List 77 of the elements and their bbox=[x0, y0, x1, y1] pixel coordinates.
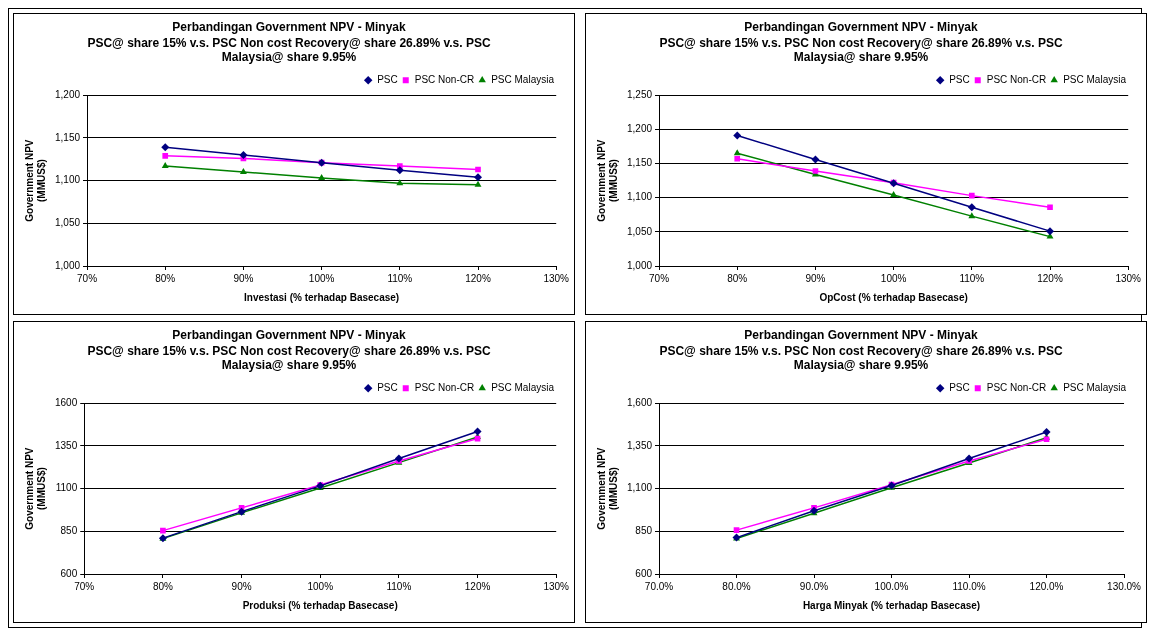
x-tick-label: 100% bbox=[880, 272, 907, 284]
x-tick-label: 120% bbox=[464, 580, 491, 592]
chart-subtitle: PSC@ share 15% v.s. PSC Non cost Recovery@ share 26.89% v.s. PSC Malaysia@ share 9.95% bbox=[659, 35, 1063, 65]
x-tick-label: 80.0% bbox=[722, 580, 751, 592]
chart-subtitle: PSC@ share 15% v.s. PSC Non cost Recovery@ share 26.89% v.s. PSC Malaysia@ share 9.95% bbox=[659, 343, 1063, 373]
y-tick-label: 850 bbox=[60, 525, 78, 537]
y-tick-label: 1,200 bbox=[626, 123, 653, 135]
legend-label: PSC bbox=[377, 73, 398, 85]
y-axis-title: Government NPV (MMUS$) bbox=[23, 139, 47, 222]
x-tick-label: 110% bbox=[386, 580, 412, 592]
y-tick-label: 1,100 bbox=[54, 174, 81, 186]
legend-label: PSC Malaysia bbox=[491, 73, 555, 85]
legend-label: PSC Malaysia bbox=[1063, 73, 1127, 85]
y-tick-label: 1,000 bbox=[54, 259, 81, 271]
x-tick-label: 130% bbox=[543, 580, 570, 592]
y-tick-label: 1,100 bbox=[626, 191, 653, 203]
y-tick-label: 1,150 bbox=[626, 157, 653, 169]
x-tick-label: 120% bbox=[1037, 272, 1063, 284]
y-axis-title: Government NPV (MMUS$) bbox=[595, 139, 619, 222]
x-tick-label: 130% bbox=[1115, 272, 1142, 284]
legend-label: PSC Malaysia bbox=[1063, 381, 1127, 393]
x-tick-label: 100% bbox=[307, 580, 334, 592]
y-tick-label: 1100 bbox=[55, 482, 78, 494]
x-tick-label: 70% bbox=[74, 580, 95, 592]
y-tick-label: 1,000 bbox=[626, 259, 653, 271]
y-tick-label: 1,050 bbox=[626, 225, 653, 237]
legend-label: PSC bbox=[949, 381, 970, 393]
x-tick-label: 110.0% bbox=[952, 580, 986, 592]
legend-label: PSC Non-CR bbox=[414, 73, 475, 85]
y-axis-title: Government NPV (MMUS$) bbox=[23, 447, 47, 530]
x-tick-label: 100% bbox=[308, 272, 335, 284]
y-tick-label: 600 bbox=[635, 567, 653, 579]
y-tick-label: 1,100 bbox=[626, 482, 653, 494]
legend-label: PSC bbox=[377, 381, 398, 393]
x-tick-label: 120.0% bbox=[1029, 580, 1064, 592]
x-tick-label: 130% bbox=[543, 272, 570, 284]
y-tick-label: 1,600 bbox=[626, 396, 653, 408]
legend-label: PSC Non-CR bbox=[414, 381, 475, 393]
x-tick-label: 70% bbox=[77, 272, 98, 284]
y-tick-label: 1600 bbox=[55, 396, 78, 408]
y-tick-label: 1350 bbox=[55, 439, 78, 451]
x-tick-label: 80% bbox=[152, 580, 174, 592]
x-axis-title: Harga Minyak (% terhadap Basecase) bbox=[802, 599, 981, 611]
x-axis-title: Investasi (% terhadap Basecase) bbox=[244, 291, 400, 303]
x-axis-title: OpCost (% terhadap Basecase) bbox=[819, 291, 968, 303]
y-tick-label: 1,350 bbox=[626, 439, 653, 451]
x-tick-label: 100.0% bbox=[874, 580, 909, 592]
y-tick-label: 1,050 bbox=[54, 217, 81, 229]
x-tick-label: 130.0% bbox=[1107, 580, 1142, 592]
chart-subtitle: PSC@ share 15% v.s. PSC Non cost Recovery@ share 26.89% v.s. PSC Malaysia@ share 9.95% bbox=[87, 35, 491, 65]
y-tick-label: 1,250 bbox=[626, 88, 653, 100]
y-tick-label: 1,200 bbox=[54, 88, 81, 100]
legend-label: PSC Non-CR bbox=[986, 73, 1047, 85]
x-tick-label: 120% bbox=[465, 272, 491, 284]
x-tick-label: 70% bbox=[649, 272, 670, 284]
x-tick-label: 90% bbox=[231, 580, 252, 592]
x-tick-label: 110% bbox=[387, 272, 413, 284]
y-tick-label: 1,150 bbox=[54, 131, 81, 143]
chart-title: Perbandingan Government NPV - Minyak bbox=[744, 327, 979, 342]
x-axis-title: Produksi (% terhadap Basecase) bbox=[242, 599, 398, 611]
chart-subtitle: PSC@ share 15% v.s. PSC Non cost Recovery@ share 26.89% v.s. PSC Malaysia@ share 9.95% bbox=[87, 343, 491, 373]
legend-label: PSC bbox=[949, 73, 970, 85]
chart-title: Perbandingan Government NPV - Minyak bbox=[172, 19, 407, 34]
y-tick-label: 600 bbox=[60, 567, 78, 579]
x-tick-label: 70.0% bbox=[644, 580, 674, 592]
x-tick-label: 90% bbox=[805, 272, 826, 284]
chart-title: Perbandingan Government NPV - Minyak bbox=[744, 19, 979, 34]
legend-label: PSC Non-CR bbox=[986, 381, 1047, 393]
x-tick-label: 110% bbox=[959, 272, 985, 284]
x-tick-label: 90% bbox=[233, 272, 254, 284]
x-tick-label: 90.0% bbox=[799, 580, 829, 592]
x-tick-label: 80% bbox=[155, 272, 176, 284]
y-tick-label: 850 bbox=[635, 525, 653, 537]
y-axis-title: Government NPV (MMUS$) bbox=[595, 447, 619, 530]
x-tick-label: 80% bbox=[727, 272, 748, 284]
chart-title: Perbandingan Government NPV - Minyak bbox=[172, 327, 407, 342]
legend-label: PSC Malaysia bbox=[491, 381, 555, 393]
